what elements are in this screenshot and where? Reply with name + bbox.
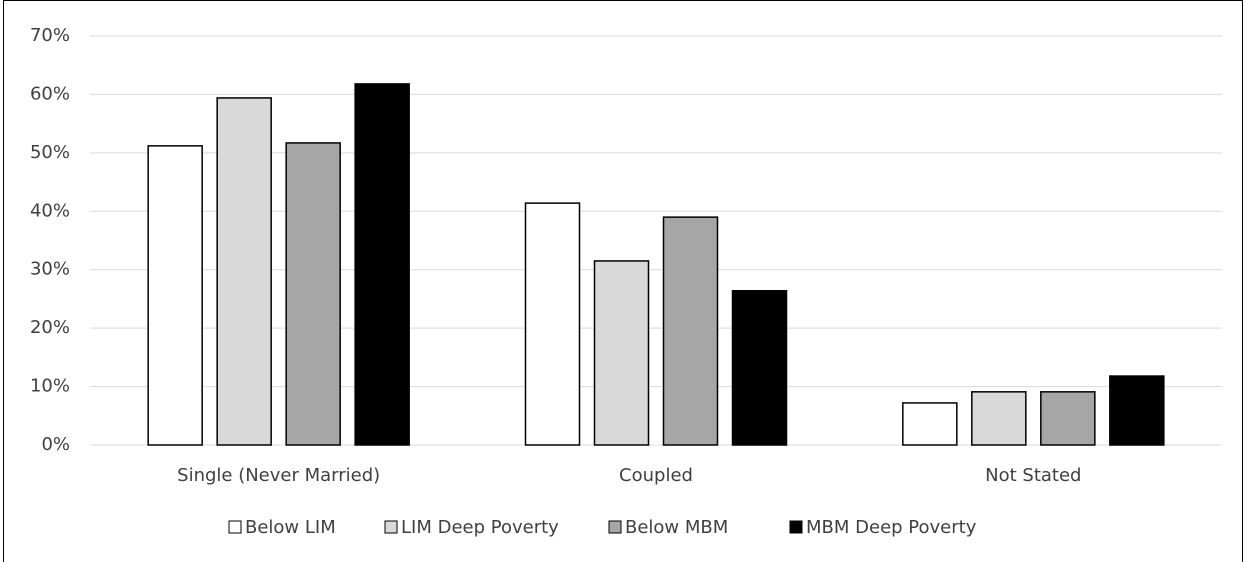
y-tick-label: 20% <box>30 317 70 338</box>
x-tick-label: Coupled <box>619 465 693 486</box>
legend-label: MBM Deep Poverty <box>806 517 977 538</box>
y-tick-label: 70% <box>30 25 70 46</box>
chart-border <box>3 0 1243 562</box>
y-tick-label: 60% <box>30 83 70 104</box>
bar <box>902 402 958 446</box>
x-tick-label: Not Stated <box>985 465 1081 486</box>
bar <box>216 97 272 446</box>
legend-swatch <box>228 520 242 534</box>
bar <box>593 260 650 446</box>
x-tick-label: Single (Never Married) <box>177 465 380 486</box>
bar <box>731 289 788 446</box>
bar <box>971 391 1027 446</box>
bar <box>524 202 581 446</box>
bar <box>1040 391 1096 446</box>
legend-label: Below LIM <box>245 517 336 538</box>
y-tick-label: 10% <box>30 376 70 397</box>
y-tick-label: 40% <box>30 200 70 221</box>
bar <box>354 83 410 446</box>
legend-label: Below MBM <box>625 517 728 538</box>
bar <box>662 216 719 446</box>
y-tick-label: 50% <box>30 142 70 163</box>
legend-swatch <box>789 520 803 534</box>
legend-swatch <box>608 520 622 534</box>
bar <box>285 142 341 446</box>
bar <box>147 145 203 446</box>
legend-swatch <box>384 520 398 534</box>
y-tick-label: 0% <box>41 434 70 455</box>
bar <box>1109 375 1165 446</box>
legend-label: LIM Deep Poverty <box>401 517 559 538</box>
y-tick-label: 30% <box>30 259 70 280</box>
